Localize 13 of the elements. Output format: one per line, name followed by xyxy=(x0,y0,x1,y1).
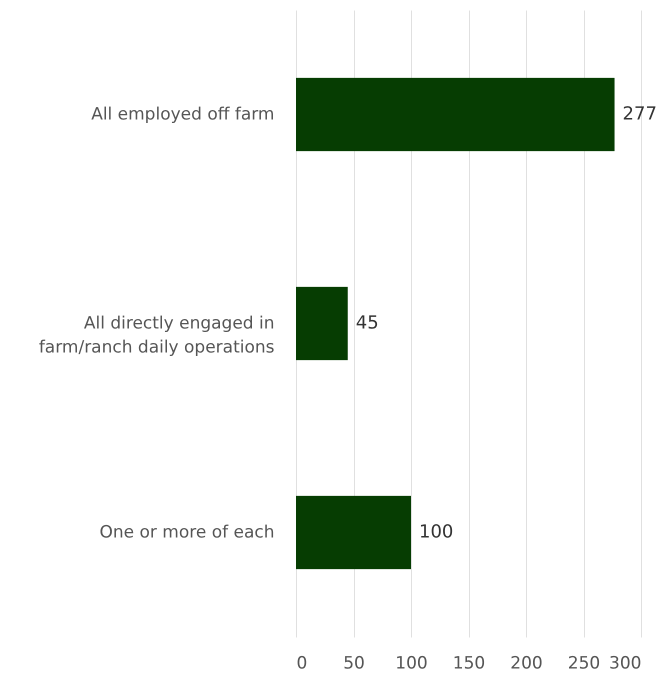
data-label: 45 xyxy=(356,312,379,334)
data-label: 100 xyxy=(419,522,454,542)
y-tick-label: All directly engaged in farm/ranch daily operations xyxy=(38,314,275,358)
y-tick-label: One or more of each xyxy=(99,522,274,542)
x-tick-label: 50 xyxy=(343,654,365,674)
x-tick-label: 200 xyxy=(510,654,543,674)
data-label: 277 xyxy=(622,104,657,124)
x-tick-label: 100 xyxy=(395,654,428,674)
y-tick-label: All employed off farm xyxy=(91,104,274,124)
x-tick-label: 0 xyxy=(296,654,308,674)
x-tick-label: 150 xyxy=(452,654,486,674)
x-tick-label: 250 xyxy=(568,654,600,674)
x-tick-label: 300 xyxy=(609,654,642,674)
